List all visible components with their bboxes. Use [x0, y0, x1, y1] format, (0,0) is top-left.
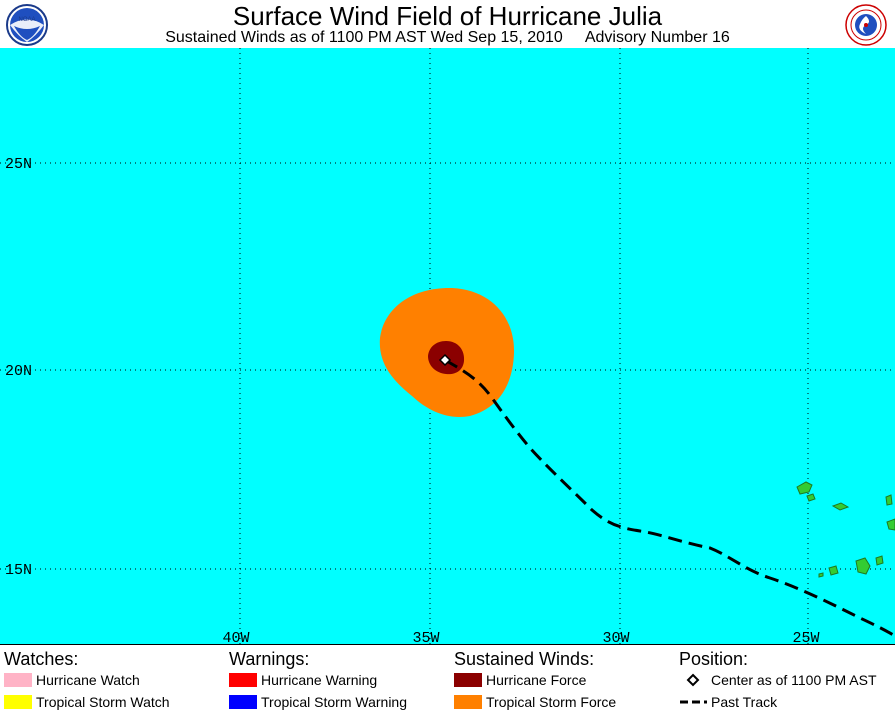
- lon-label-25w: 25W: [792, 630, 819, 644]
- wind-field-map: 25N 20N 15N 40W 35W 30W 25W: [0, 48, 895, 644]
- header: NOAA Surface Wind Field of Hurricane Jul…: [0, 0, 895, 48]
- page-subtitle: Sustained Winds as of 1100 PM AST Wed Se…: [0, 29, 895, 47]
- island-fogo: [828, 565, 839, 576]
- advisory-number: Advisory Number 16: [584, 29, 730, 46]
- legend-winds-heading: Sustained Winds:: [454, 649, 595, 669]
- legend-position: Position: Center as of 1100 PM AST Past …: [679, 649, 894, 710]
- legend-label: Hurricane Force: [486, 672, 587, 688]
- legend-label: Tropical Storm Force: [486, 694, 617, 710]
- lon-label-30w: 30W: [602, 630, 629, 644]
- island-sal: [885, 494, 893, 506]
- noaa-logo: NOAA: [6, 4, 48, 46]
- storm-center-icon: [438, 353, 452, 367]
- lon-labels: 40W 35W 30W 25W: [222, 630, 819, 644]
- island-brava: [818, 572, 824, 578]
- lon-label-35w: 35W: [412, 630, 439, 644]
- legend-label: Center as of 1100 PM AST: [711, 672, 877, 688]
- legend-position-heading: Position:: [679, 649, 749, 669]
- hurricane-watch-swatch: [4, 673, 32, 687]
- svg-text:NOAA: NOAA: [18, 17, 35, 23]
- legend-label: Hurricane Warning: [261, 672, 378, 688]
- dashed-line-icon: [680, 700, 707, 704]
- page-title: Surface Wind Field of Hurricane Julia: [232, 1, 663, 31]
- island-sao-vicente: [806, 493, 816, 502]
- lat-label-15n: 15N: [5, 562, 32, 579]
- legend-watches-heading: Watches:: [4, 649, 79, 669]
- nws-logo: [845, 4, 887, 46]
- island-santiago: [855, 557, 871, 575]
- lat-labels: 25N 20N 15N: [5, 156, 32, 579]
- legend-label: Past Track: [711, 694, 778, 710]
- advisory-time: Sustained Winds as of 1100 PM AST Wed Se…: [165, 29, 563, 46]
- island-maio: [875, 555, 884, 566]
- legend-winds: Sustained Winds: Hurricane Force Tropica…: [454, 649, 674, 710]
- island-santo-antao: [796, 481, 813, 495]
- past-track: [444, 358, 895, 638]
- legend-label: Hurricane Watch: [36, 672, 140, 688]
- lat-label-25n: 25N: [5, 156, 32, 173]
- cape-verde-islands: [796, 481, 895, 578]
- island-sao-nicolau: [831, 502, 850, 511]
- lon-label-40w: 40W: [222, 630, 249, 644]
- legend: Watches: Hurricane Watch Tropical Storm …: [0, 644, 895, 717]
- legend-warnings-heading: Warnings:: [229, 649, 310, 669]
- lat-label-20n: 20N: [5, 363, 32, 380]
- legend-label: Tropical Storm Watch: [36, 694, 170, 710]
- island-boa-vista: [886, 518, 895, 531]
- legend-warnings: Warnings: Hurricane Warning Tropical Sto…: [229, 649, 449, 710]
- legend-watches: Watches: Hurricane Watch Tropical Storm …: [4, 649, 224, 710]
- diamond-icon: [686, 673, 700, 687]
- tropical-storm-watch-swatch: [4, 695, 32, 709]
- hurricane-warning-swatch: [229, 673, 257, 687]
- tropical-storm-force-swatch: [454, 695, 482, 709]
- hurricane-force-swatch: [454, 673, 482, 687]
- tropical-storm-warning-swatch: [229, 695, 257, 709]
- legend-label: Tropical Storm Warning: [261, 694, 408, 710]
